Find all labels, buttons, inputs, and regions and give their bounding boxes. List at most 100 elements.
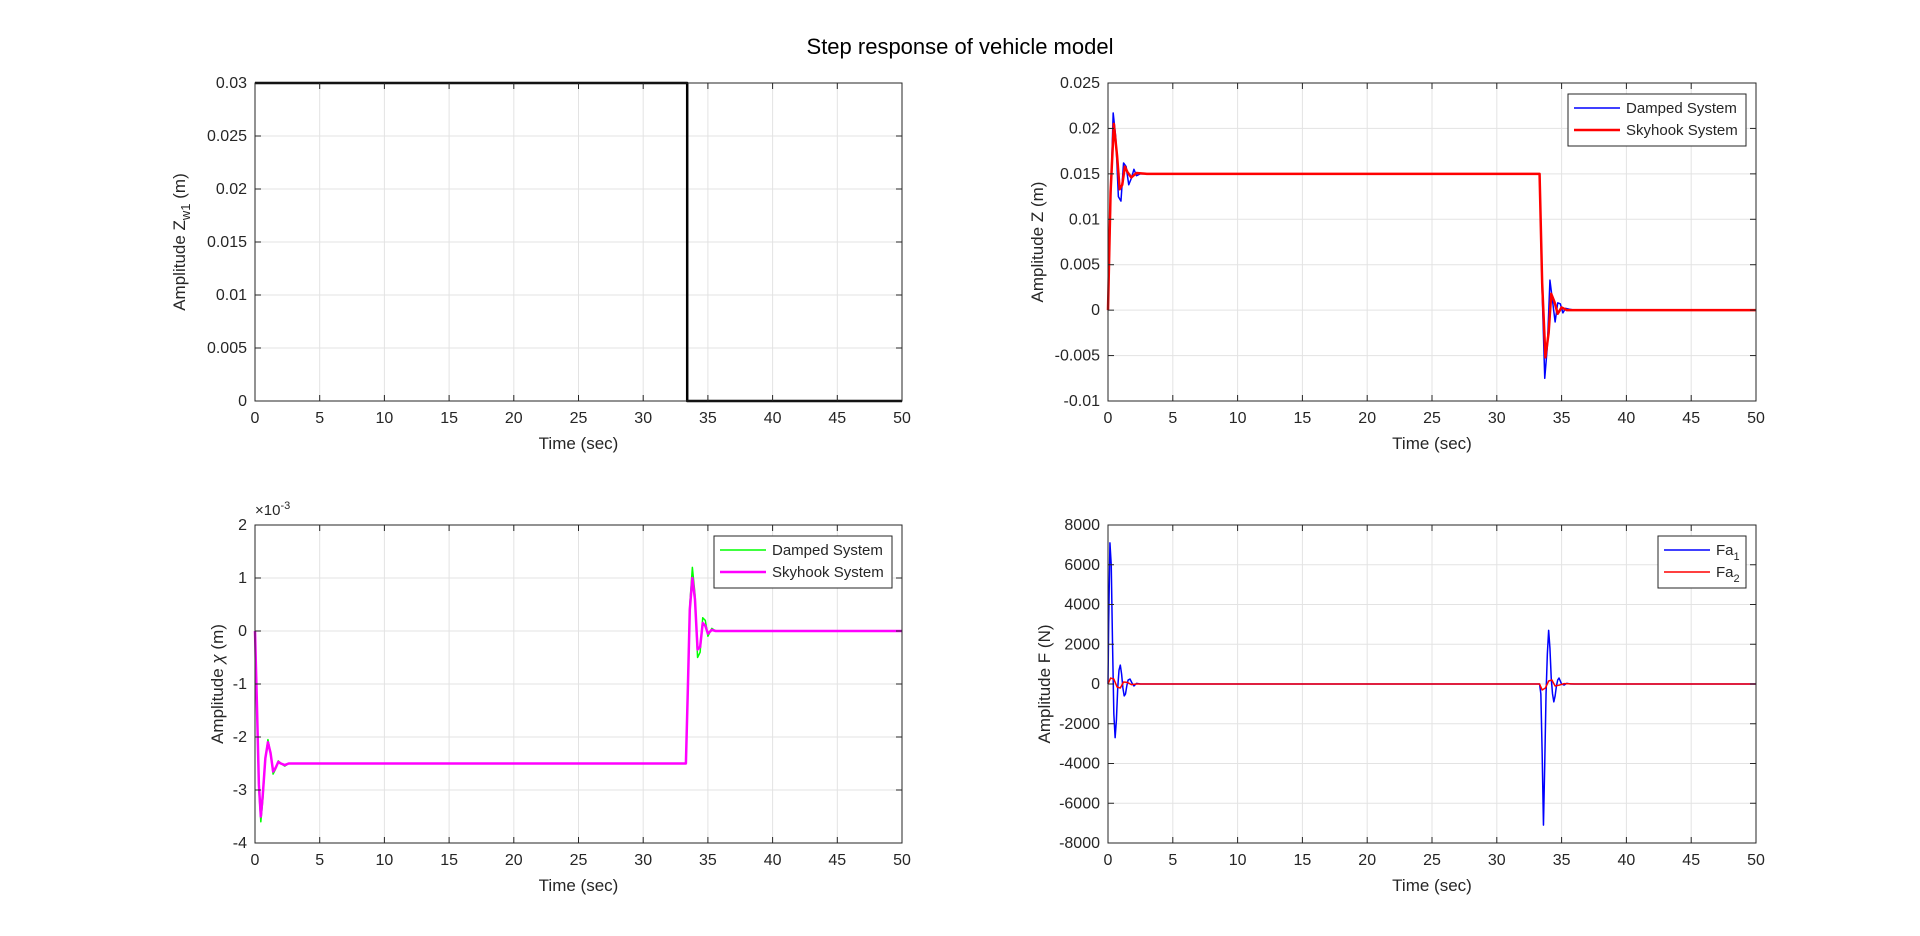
legend-label: Fa2 xyxy=(1716,564,1740,585)
y-axis-label: Amplitude F (N) xyxy=(1035,624,1054,743)
y-axis-exponent: ×10-3 xyxy=(255,500,290,519)
x-tick-label: 30 xyxy=(634,410,652,427)
x-tick-label: 15 xyxy=(440,410,458,427)
x-tick-label: 35 xyxy=(1553,410,1571,427)
x-tick-label: 30 xyxy=(1488,410,1506,427)
y-axis-label: Amplitude Zw1 (m) xyxy=(170,173,193,311)
y-tick-label: 0.005 xyxy=(1060,257,1100,274)
x-tick-label: 10 xyxy=(1229,410,1247,427)
subplot-1: 0 5 10 15 20 25 30 35 40 45 50 0 0.005 0.01 0.015 0.02 0… xyxy=(170,75,911,453)
y-tick-label: -8000 xyxy=(1059,835,1100,852)
subplot-4: 0 5 10 15 20 25 30 35 40 45 50 -8000 -6000 -4000 -2000… xyxy=(1035,517,1765,895)
x-tick-label: 15 xyxy=(1294,410,1312,427)
y-tick-label: 0.01 xyxy=(216,287,247,304)
y-tick-label: 8000 xyxy=(1064,517,1100,534)
y-tick-label: 0.015 xyxy=(1060,166,1100,183)
y-axis-label: Amplitude Z (m) xyxy=(1028,182,1047,303)
x-tick-label: 25 xyxy=(1423,410,1441,427)
subplot-3: 0 5 10 15 20 25 30 35 40 45 50 -4 -3 -2 -1 0 1 2 Time (sec… xyxy=(208,500,911,895)
x-tick-label: 45 xyxy=(828,410,846,427)
x-tick-label: 25 xyxy=(570,852,588,869)
y-tick-label: 0 xyxy=(238,623,247,640)
x-tick-label: 20 xyxy=(1358,410,1376,427)
y-tick-label: -1 xyxy=(233,676,247,693)
x-tick-label: 10 xyxy=(1229,852,1247,869)
legend: Damped System Skyhook System xyxy=(1567,93,1747,147)
x-tick-label: 45 xyxy=(1682,410,1700,427)
x-tick-label: 25 xyxy=(570,410,588,427)
y-tick-label: -3 xyxy=(233,782,247,799)
x-tick-label: 35 xyxy=(699,410,717,427)
subplot-2: 0 5 10 15 20 25 30 35 40 45 50 -0.01 -0.005 0 0.005 0.0… xyxy=(1028,75,1765,453)
y-tick-label: 0.025 xyxy=(207,128,247,145)
x-tick-label: 45 xyxy=(828,852,846,869)
x-tick-label: 10 xyxy=(376,852,394,869)
x-tick-label: 50 xyxy=(893,852,911,869)
x-tick-label: 30 xyxy=(634,852,652,869)
x-tick-label: 30 xyxy=(1488,852,1506,869)
x-axis-label: Time (sec) xyxy=(1392,876,1472,895)
x-tick-label: 40 xyxy=(1618,852,1636,869)
series-line-2 xyxy=(1107,677,1756,691)
y-tick-label: 6000 xyxy=(1064,557,1100,574)
y-tick-label: -4000 xyxy=(1059,756,1100,773)
legend: Damped System Skyhook System xyxy=(713,535,893,589)
x-tick-label: 35 xyxy=(699,852,717,869)
x-tick-label: 5 xyxy=(315,410,324,427)
x-tick-label: 40 xyxy=(1618,410,1636,427)
x-tick-label: 50 xyxy=(893,410,911,427)
x-tick-label: 25 xyxy=(1423,852,1441,869)
legend-label: Damped System xyxy=(772,542,883,559)
legend-box xyxy=(1657,535,1747,589)
y-tick-label: 0.025 xyxy=(1060,75,1100,92)
series-line-2 xyxy=(1106,122,1756,359)
legend-box xyxy=(713,535,893,589)
y-tick-label: -2 xyxy=(233,729,247,746)
x-tick-label: 50 xyxy=(1747,410,1765,427)
x-tick-label: 40 xyxy=(764,410,782,427)
x-tick-label: 20 xyxy=(1358,852,1376,869)
y-tick-label: 0 xyxy=(1091,676,1100,693)
x-tick-label: 10 xyxy=(376,410,394,427)
x-tick-label: 0 xyxy=(1104,852,1113,869)
y-tick-label: 0.02 xyxy=(216,181,247,198)
legend-label: Damped System xyxy=(1626,100,1737,117)
x-tick-label: 5 xyxy=(1168,410,1177,427)
y-tick-label: 0 xyxy=(238,393,247,410)
x-tick-label: 40 xyxy=(764,852,782,869)
y-tick-label: -6000 xyxy=(1059,795,1100,812)
x-tick-label: 0 xyxy=(1104,410,1113,427)
figure-title: Step response of vehicle model xyxy=(806,34,1114,59)
x-tick-label: 50 xyxy=(1747,852,1765,869)
x-tick-label: 15 xyxy=(1294,852,1312,869)
x-tick-label: 0 xyxy=(251,852,260,869)
x-tick-label: 15 xyxy=(440,852,458,869)
x-axis-label: Time (sec) xyxy=(1392,434,1472,453)
y-tick-label: 2000 xyxy=(1064,636,1100,653)
x-tick-label: 0 xyxy=(251,410,260,427)
y-tick-label: -2000 xyxy=(1059,716,1100,733)
y-tick-label: 4000 xyxy=(1064,597,1100,614)
legend-label: Fa1 xyxy=(1716,542,1740,563)
legend-label: Skyhook System xyxy=(1626,122,1738,139)
y-tick-label: 0.015 xyxy=(207,234,247,251)
y-tick-label: -0.01 xyxy=(1064,393,1101,410)
y-tick-label: 1 xyxy=(238,570,247,587)
x-tick-label: 5 xyxy=(1168,852,1177,869)
y-tick-label: -4 xyxy=(233,835,247,852)
x-tick-label: 20 xyxy=(505,852,523,869)
y-axis-label: Amplitude χ (m) xyxy=(208,624,227,744)
legend-box xyxy=(1567,93,1747,147)
y-tick-label: 0.02 xyxy=(1069,120,1100,137)
x-tick-label: 20 xyxy=(505,410,523,427)
x-tick-label: 45 xyxy=(1682,852,1700,869)
y-tick-label: 2 xyxy=(238,517,247,534)
x-axis-label: Time (sec) xyxy=(539,876,619,895)
x-axis-label: Time (sec) xyxy=(539,434,619,453)
y-tick-label: 0.03 xyxy=(216,75,247,92)
y-tick-label: 0 xyxy=(1091,302,1100,319)
y-tick-label: -0.005 xyxy=(1055,348,1100,365)
y-tick-label: 0.005 xyxy=(207,340,247,357)
